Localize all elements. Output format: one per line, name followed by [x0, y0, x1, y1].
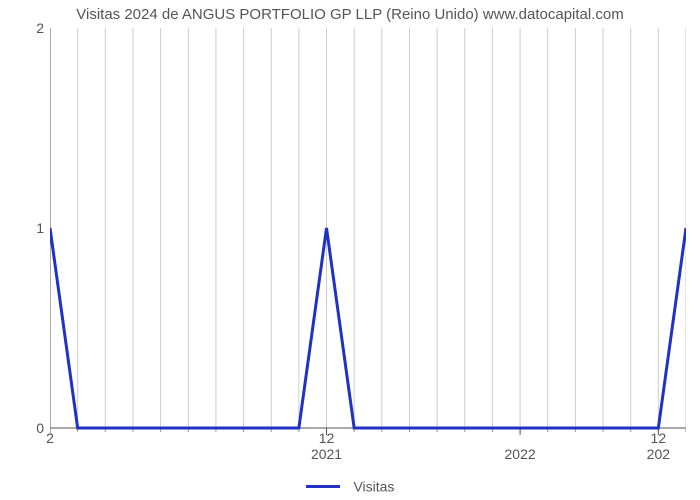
x-tick-label: 12: [319, 430, 335, 446]
legend: Visitas: [0, 477, 700, 494]
x-tick-year-label: 2022: [505, 446, 536, 462]
chart-svg: [50, 28, 686, 440]
x-tick-label: 12: [651, 430, 667, 446]
legend-label: Visitas: [353, 478, 394, 494]
y-tick-label: 0: [14, 420, 44, 436]
x-tick-year-label: 202: [647, 446, 670, 462]
chart-title: Visitas 2024 de ANGUS PORTFOLIO GP LLP (…: [0, 6, 700, 23]
y-tick-label: 1: [14, 220, 44, 236]
chart-frame: Visitas 2024 de ANGUS PORTFOLIO GP LLP (…: [0, 0, 700, 500]
legend-swatch: [306, 485, 340, 488]
x-tick-year-label: 2021: [311, 446, 342, 462]
y-tick-label: 2: [14, 20, 44, 36]
plot-area: [50, 28, 686, 428]
x-tick-label: 2: [46, 430, 54, 446]
